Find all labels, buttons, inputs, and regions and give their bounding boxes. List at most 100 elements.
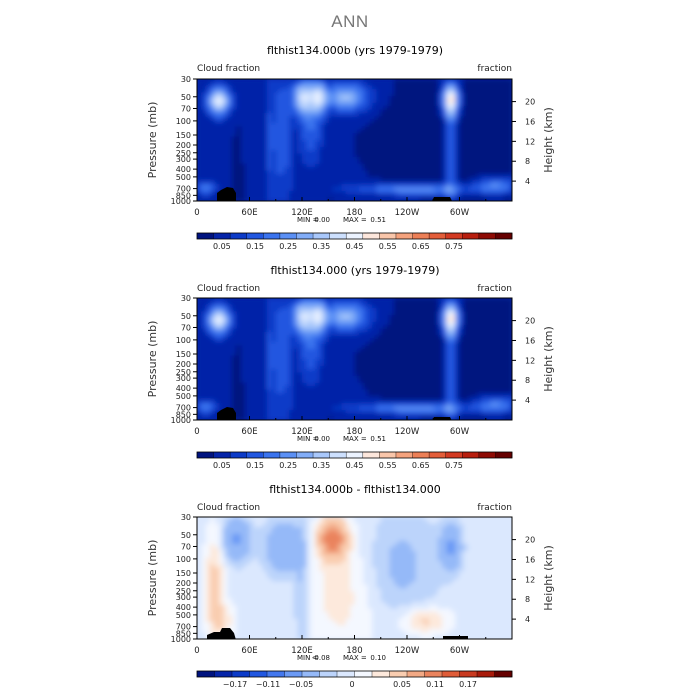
colorbar-swatch [442, 671, 460, 677]
colorbar-swatch [319, 671, 338, 677]
x-tick-label: 180 [346, 427, 362, 437]
colorbar-label: 0.17 [459, 680, 477, 689]
colorbar-label: 0.05 [393, 680, 411, 689]
colorbar-label: −0.17 [223, 680, 248, 689]
colorbar-swatch [494, 671, 513, 677]
y2-tick-label: 12 [525, 575, 535, 584]
colorbar-label: 0.65 [412, 242, 430, 251]
y-tick-label: 250 [176, 587, 191, 596]
colorbar-label: 0.35 [312, 242, 330, 251]
x-tick-label: 120E [291, 208, 313, 218]
y-tick-label: 400 [176, 603, 191, 612]
colorbar-label: 0.05 [213, 242, 231, 251]
colorbar-swatch [267, 671, 285, 677]
min-max-readout: MIN = -0.08 MAX = 0.10 [297, 654, 386, 662]
max-value: 0.51 [370, 435, 386, 443]
terrain-mask [207, 628, 236, 639]
colorbar-swatch [296, 452, 314, 458]
min-value: 0.00 [314, 216, 330, 224]
terrain-mask [432, 197, 452, 201]
panel-left-label: Cloud fraction [197, 503, 260, 513]
colorbar-swatch [214, 671, 233, 677]
x-tick-label: 180 [346, 208, 362, 218]
min-value: 0.00 [314, 435, 330, 443]
panel-test-case: flthist134.000 (yrs 1979-1979) Cloud fra… [146, 264, 555, 470]
y2-axis-label: Height (km) [542, 107, 555, 173]
panel-right-label: fraction [477, 64, 512, 74]
y2-tick-label: 8 [525, 595, 530, 604]
panel-left-label: Cloud fraction [197, 64, 260, 74]
colorbar-swatch [279, 452, 297, 458]
x-axis: 0 60E 120E 180 120W 60W [194, 635, 487, 656]
colorbar-label: 0.75 [445, 461, 463, 470]
y-tick-label: 500 [176, 611, 191, 620]
y2-axis-label: Height (km) [542, 545, 555, 611]
x-tick-label: 120W [395, 208, 420, 218]
colorbar-swatch [407, 671, 425, 677]
y-axis-height: 20 16 12 8 4 [512, 98, 535, 186]
colorbar-swatch [329, 452, 347, 458]
x-tick-label: 120W [395, 427, 420, 437]
panel-left-label: Cloud fraction [197, 284, 260, 294]
colorbar-swatch [459, 671, 478, 677]
colorbar-swatch [445, 452, 463, 458]
colorbar-swatch [379, 233, 397, 239]
colorbar-swatch [429, 452, 446, 458]
colorbar-frame [196, 232, 513, 240]
colorbar-swatch [279, 233, 297, 239]
colorbar-label: 0.25 [279, 242, 297, 251]
y2-tick-label: 12 [525, 137, 535, 146]
x-tick-label: 60W [450, 427, 470, 437]
min-max-readout: MIN = 0.00 MAX = 0.51 [297, 435, 386, 443]
x-tick-label: 120E [291, 427, 313, 437]
y-tick-label: 1000 [171, 197, 191, 206]
y-tick-label: 300 [176, 374, 191, 383]
colorbar-frame [196, 451, 513, 459]
colorbar-swatch [197, 233, 214, 239]
colorbar-swatch [230, 452, 248, 458]
y-tick-label: 50 [181, 531, 191, 540]
colorbar-swatch [230, 233, 248, 239]
y-tick-label: 70 [181, 323, 191, 332]
panel-title: flthist134.000b - flthist134.000 [269, 483, 441, 496]
y-tick-label: 30 [181, 75, 191, 84]
panel-title: flthist134.000 (yrs 1979-1979) [270, 264, 439, 277]
colorbar-swatch [362, 452, 380, 458]
colorbar-label: 0.15 [246, 461, 264, 470]
colorbar-swatch [246, 233, 264, 239]
y-tick-label: 50 [181, 93, 191, 102]
colorbar-swatch [213, 452, 231, 458]
colorbar-swatch [263, 233, 281, 239]
y2-axis-label: Height (km) [542, 326, 555, 392]
y-tick-label: 70 [181, 104, 191, 113]
y-tick-label: 100 [176, 117, 191, 126]
heatmap-field [197, 517, 512, 639]
colorbar-swatch [313, 233, 330, 239]
y-tick-label: 700 [176, 185, 191, 194]
y-axis-label: Pressure (mb) [146, 540, 159, 617]
y-tick-label: 250 [176, 149, 191, 158]
max-label: MAX = [343, 435, 367, 443]
colorbar-label: −0.05 [289, 680, 314, 689]
y-axis-height: 20 16 12 8 4 [512, 536, 535, 624]
colorbar-label: 0.25 [279, 461, 297, 470]
colorbar-label: 0.45 [346, 242, 364, 251]
y2-tick-label: 16 [525, 555, 535, 564]
colorbar-label: 0 [349, 680, 354, 689]
field-cells [197, 79, 512, 201]
y2-tick-label: 16 [525, 336, 535, 345]
y-tick-label: 300 [176, 593, 191, 602]
colorbar-swatch [246, 452, 264, 458]
y-tick-label: 700 [176, 623, 191, 632]
colorbar-swatch [445, 233, 463, 239]
colorbar-swatch [213, 233, 231, 239]
y2-tick-label: 16 [525, 117, 535, 126]
min-value: -0.08 [312, 654, 330, 662]
min-label: MIN = [297, 435, 319, 443]
y2-tick-label: 8 [525, 376, 530, 385]
y2-tick-label: 8 [525, 157, 530, 166]
x-axis: 0 60E 120E 180 120W 60W [194, 416, 487, 437]
colorbar-swatch [412, 233, 430, 239]
terrain-mask [432, 417, 452, 420]
